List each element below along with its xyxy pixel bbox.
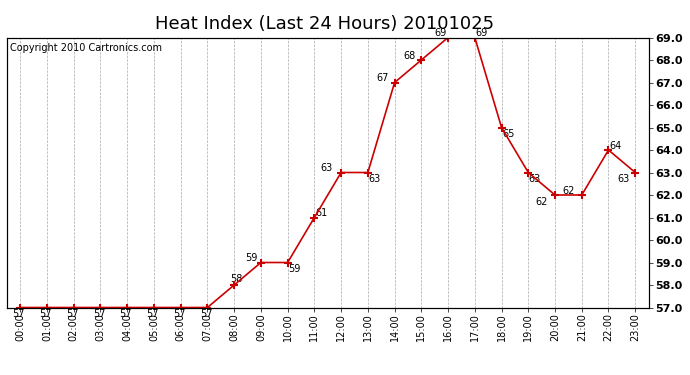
Text: 67: 67	[376, 73, 388, 83]
Text: 63: 63	[529, 174, 541, 184]
Text: 57: 57	[200, 309, 213, 319]
Text: 59: 59	[246, 253, 258, 263]
Text: 63: 63	[368, 174, 381, 184]
Text: 57: 57	[93, 309, 106, 319]
Text: 57: 57	[119, 309, 132, 319]
Text: 63: 63	[617, 174, 629, 184]
Text: 57: 57	[66, 309, 79, 319]
Text: Copyright 2010 Cartronics.com: Copyright 2010 Cartronics.com	[10, 43, 162, 53]
Text: 59: 59	[288, 264, 301, 274]
Text: 68: 68	[403, 51, 415, 60]
Text: 57: 57	[39, 309, 52, 319]
Text: 69: 69	[434, 28, 446, 38]
Text: 64: 64	[609, 141, 621, 150]
Text: 61: 61	[315, 208, 327, 218]
Text: 58: 58	[230, 274, 243, 284]
Text: 57: 57	[12, 309, 25, 319]
Text: 62: 62	[535, 197, 548, 207]
Text: Heat Index (Last 24 Hours) 20101025: Heat Index (Last 24 Hours) 20101025	[155, 15, 494, 33]
Text: 62: 62	[562, 186, 575, 195]
Text: 57: 57	[146, 309, 159, 319]
Text: 65: 65	[502, 129, 515, 139]
Text: 63: 63	[320, 163, 333, 173]
Text: 69: 69	[475, 28, 488, 38]
Text: 57: 57	[173, 309, 186, 319]
